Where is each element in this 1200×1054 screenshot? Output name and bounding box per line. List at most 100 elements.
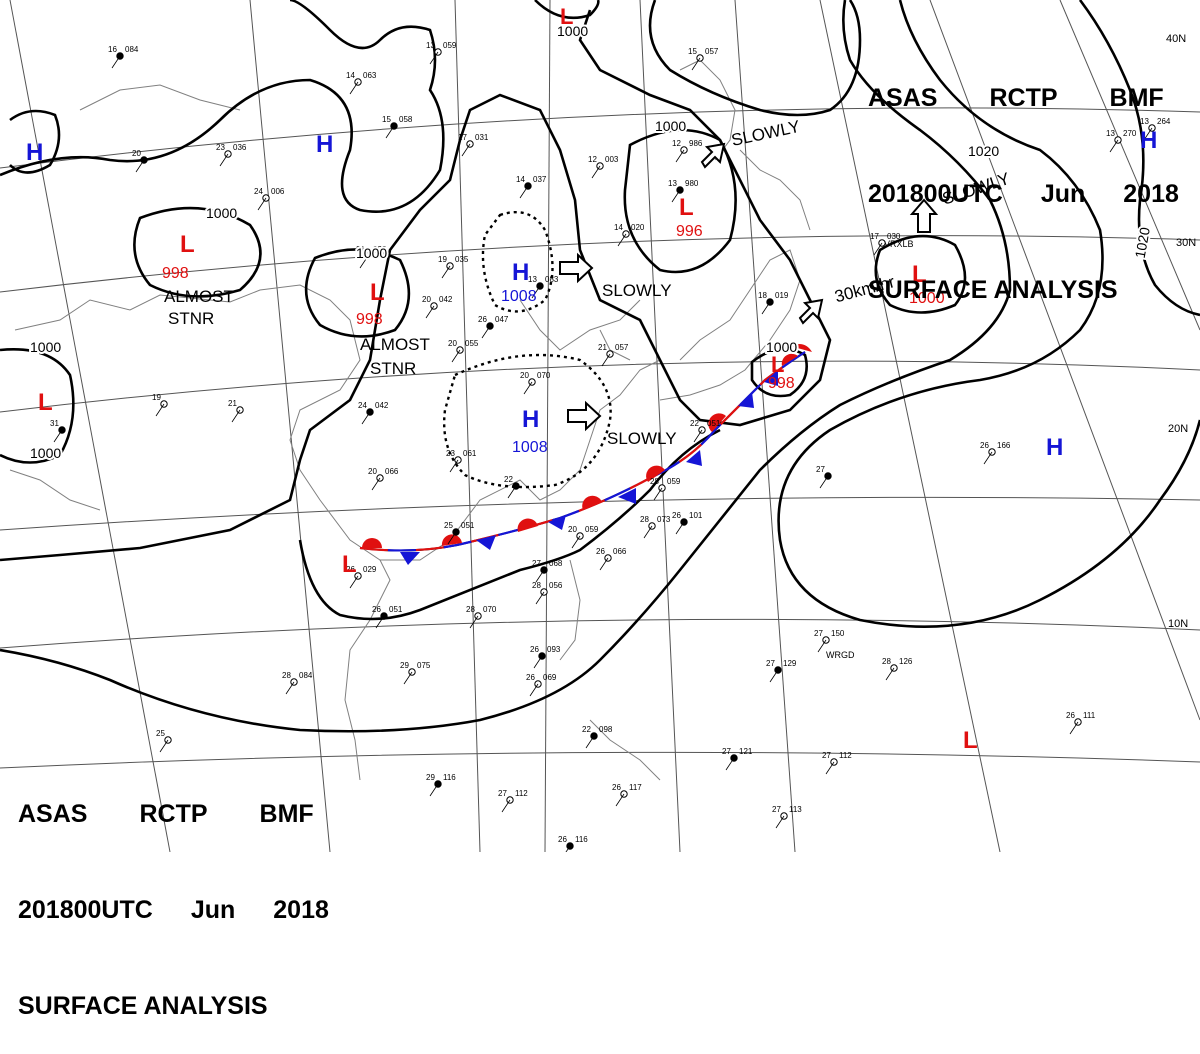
wind-barb: [983, 451, 993, 465]
station-plot: 17 031: [458, 133, 489, 157]
station-plot: 29 116: [426, 773, 456, 797]
station-pressure: 030: [887, 232, 901, 241]
isobar-1000-north-west: [0, 0, 445, 213]
movement-label: STNR: [168, 309, 214, 328]
header-year: 2018: [273, 896, 329, 924]
station-temperature: 12: [672, 139, 681, 148]
station-plot: 28 059: [650, 477, 681, 501]
station-pressure: 111: [1083, 711, 1096, 720]
wind-barb: [257, 197, 267, 211]
header-code: ASAS: [868, 84, 938, 112]
station-pressure: 028: [373, 245, 387, 254]
station-plot: 13 059: [426, 41, 457, 65]
isobar-closed-l-japan-south: [750, 347, 808, 398]
station-pressure: 051: [461, 521, 475, 530]
station-plot: 28 056: [532, 581, 563, 605]
arrow-east-2: [567, 400, 602, 432]
header-month: Jun: [1040, 180, 1086, 208]
high-center-marker: H: [26, 139, 43, 166]
station-plot: 21: [228, 399, 244, 423]
station-temperature: 26: [558, 835, 567, 844]
station-plot: 13 980: [668, 179, 699, 203]
station-pressure: 031: [475, 133, 489, 142]
high-center-value: 1008: [501, 288, 537, 305]
low-center-marker: L: [180, 231, 195, 258]
station-pressure: 003: [605, 155, 619, 164]
station-temperature: 27: [498, 789, 507, 798]
header-line-3: SURFACE ANALYSIS: [868, 276, 1118, 304]
station-plot: 28 126: [882, 657, 913, 681]
wind-barb: [1069, 721, 1079, 735]
low-center-value: 998: [768, 375, 795, 392]
station-temperature: 13: [426, 41, 435, 50]
station-plot: 20 042: [422, 295, 453, 319]
station-temperature: 20: [520, 371, 529, 380]
wind-barb: [819, 475, 829, 489]
ship-labels: VRXLB WRGD: [826, 239, 914, 660]
header-line-3: SURFACE ANALYSIS: [18, 992, 268, 1020]
station-pressure: 069: [543, 673, 557, 682]
station-pressure: 036: [233, 143, 247, 152]
wind-barb: [531, 285, 541, 299]
wind-barb: [447, 531, 457, 545]
header-office: BMF: [259, 800, 314, 828]
wind-barb: [403, 671, 413, 685]
station-plot: 24 042: [358, 401, 389, 425]
station-plot: 26 047: [478, 315, 509, 339]
station-plot: 26 029: [346, 565, 377, 589]
station-plot: 20 055: [448, 339, 479, 363]
wind-barb: [231, 409, 241, 423]
station-temperature: 26: [672, 511, 681, 520]
wind-barb: [643, 525, 653, 539]
station-pressure: 070: [483, 605, 497, 614]
isobar-closed-l-pacific: [874, 234, 967, 314]
station-pressure: 057: [705, 47, 719, 56]
header-line-1: ASAS RCTP BMF: [18, 798, 329, 830]
station-temperature: 28: [882, 657, 891, 666]
station-temperature: 23: [446, 449, 455, 458]
pressure-centers: H H H 1008 H 1008 H H L L 998 L 998 L 99…: [26, 4, 1157, 754]
station-plot: 31: [50, 419, 66, 443]
wind-barb: [675, 521, 685, 535]
station-temperature: 20: [568, 525, 577, 534]
station-temperature: 13: [668, 179, 677, 188]
station-pressure: 035: [455, 255, 469, 264]
station-pressure: 129: [783, 659, 797, 668]
wind-barb: [135, 159, 145, 173]
wind-barb: [769, 669, 779, 683]
header-time: 201800UTC: [868, 180, 1003, 208]
station-temperature: 14: [614, 223, 623, 232]
station-pressure: 084: [299, 671, 313, 680]
station-temperature: 21: [598, 343, 607, 352]
header-code: ASAS: [18, 800, 88, 828]
wind-barb: [219, 153, 229, 167]
header-time: 201800UTC: [18, 896, 153, 924]
isobar-label-1000: 1000: [655, 118, 686, 134]
station-plot: 26 101: [672, 511, 703, 535]
latitude-labels: 40N 30N 20N 10N: [1166, 33, 1196, 630]
station-plot: 13 270: [1106, 129, 1137, 153]
low-center-value: 998: [162, 265, 189, 282]
movement-label: SLOWLY: [602, 281, 672, 300]
wind-barb: [375, 615, 385, 629]
isobar-label-1000: 1000: [206, 205, 237, 221]
ship-callsign: WRGD: [826, 650, 855, 660]
station-temperature: 25: [444, 521, 453, 530]
station-plot: 21 057: [598, 343, 629, 367]
arrow-east-1: [559, 252, 594, 284]
station-plot: 20 070: [520, 371, 551, 395]
station-temperature: 31: [50, 419, 59, 428]
lat-label-10n: 10N: [1168, 618, 1188, 630]
station-plot: 27 121: [722, 747, 753, 771]
wind-barb: [535, 569, 545, 583]
movement-label: ALMOST: [164, 287, 234, 306]
station-pressure: 150: [831, 629, 845, 638]
station-pressure: 126: [899, 657, 913, 666]
wind-barb: [671, 189, 681, 203]
wind-barb: [817, 639, 827, 653]
header-line-1: ASAS RCTP BMF: [868, 82, 1179, 114]
wind-barb: [885, 667, 895, 681]
station-temperature: 27: [722, 747, 731, 756]
station-plot: 22: [504, 475, 520, 499]
station-temperature: 27: [822, 751, 831, 760]
